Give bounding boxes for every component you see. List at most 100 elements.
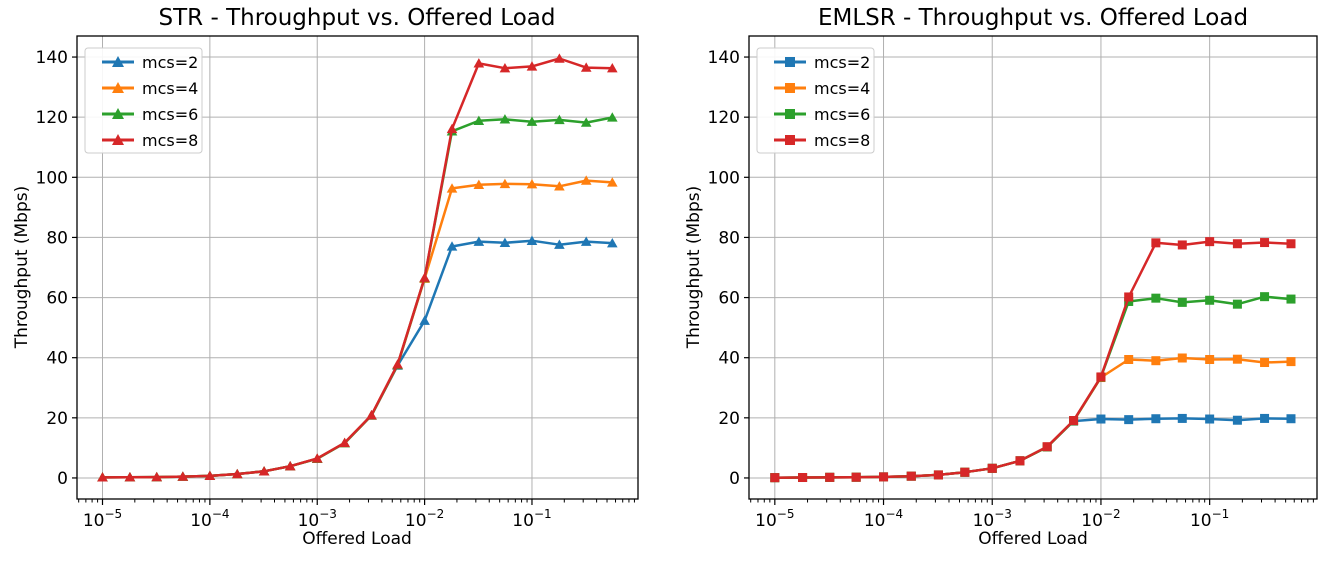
marker-triangle-mcs-2 — [607, 237, 618, 248]
legend: mcs=2 mcs=4 mcs=6 mcs=8 — [756, 47, 875, 154]
legend-label-mcs-2: mcs=2 — [814, 53, 870, 72]
marker-square-mcs-8 — [987, 463, 997, 473]
marker-square-mcs-8 — [1124, 292, 1134, 302]
marker-triangle-mcs-2 — [580, 236, 592, 246]
series-line-mcs-2 — [102, 239, 613, 479]
y-axis-label-emlsr: Throughput (Mbps) — [684, 185, 704, 349]
legend-square-icon — [785, 135, 795, 145]
marker-triangle-mcs-8 — [366, 409, 377, 420]
marker-triangle-mcs-8 — [499, 62, 511, 73]
legend-label-mcs-4: mcs=4 — [814, 79, 870, 98]
series-line-mcs-4 — [102, 179, 613, 479]
marker-triangle-mcs-4 — [499, 178, 511, 189]
marker-square-mcs-8 — [1205, 237, 1215, 247]
marker-square-mcs-4 — [1260, 358, 1270, 368]
axes-frame — [748, 35, 1318, 500]
marker-square-mcs-4 — [1151, 356, 1161, 366]
marker-triangle-mcs-8 — [446, 123, 458, 134]
x-tick-label: 10−3 — [973, 507, 1012, 531]
marker-square-mcs-8 — [1151, 238, 1161, 248]
y-tick-label: 140 — [36, 48, 68, 68]
marker-triangle-mcs-2 — [446, 241, 458, 251]
marker-square-mcs-2 — [1286, 414, 1296, 424]
x-axis-label-emlsr: Offered Load — [978, 529, 1088, 549]
marker-triangle-mcs-8 — [419, 272, 430, 282]
marker-square-mcs-8 — [770, 473, 780, 483]
legend-label-mcs-6: mcs=6 — [142, 105, 198, 124]
x-tick-label: 10−1 — [512, 507, 551, 531]
marker-triangle-mcs-4 — [446, 183, 458, 193]
marker-square-mcs-2 — [1151, 414, 1161, 424]
marker-square-mcs-2 — [1096, 414, 1106, 424]
y-tick-label: 20 — [718, 409, 740, 429]
y-tick-label: 120 — [36, 108, 68, 128]
marker-triangle-mcs-6 — [580, 117, 592, 127]
marker-triangle-mcs-4 — [580, 175, 592, 185]
marker-triangle-mcs-6 — [526, 116, 538, 126]
marker-triangle-mcs-2 — [554, 239, 565, 249]
marker-square-mcs-8 — [825, 472, 835, 482]
marker-square-mcs-8 — [1015, 456, 1025, 466]
marker-triangle-mcs-8 — [97, 472, 108, 482]
marker-triangle-mcs-2 — [526, 235, 538, 245]
marker-triangle-mcs-8 — [392, 359, 403, 369]
legend: mcs=2 mcs=4 mcs=6 mcs=8 — [84, 47, 203, 154]
x-tick-label: 10−3 — [298, 507, 337, 531]
marker-square-mcs-6 — [1124, 296, 1134, 306]
y-axis-label-str: Throughput (Mbps) — [12, 185, 32, 349]
marker-triangle-mcs-8 — [526, 61, 538, 71]
marker-square-mcs-8 — [933, 470, 943, 480]
marker-triangle-mcs-2 — [419, 315, 430, 325]
marker-triangle-mcs-4 — [607, 177, 618, 187]
marker-square-mcs-6 — [1232, 299, 1242, 309]
y-tick-label: 40 — [718, 349, 740, 369]
marker-triangle-mcs-6 — [499, 114, 511, 124]
series-line-mcs-2 — [774, 417, 1292, 479]
marker-triangle-mcs-8 — [177, 471, 189, 481]
chart-str: 0 20 40 60 80 100 120 140 10−5 10−4 10−3 10−2 10−1 mc… — [36, 35, 639, 531]
legend-item-mcs-4: mcs=4 — [102, 79, 198, 98]
y-tick-label: 80 — [46, 228, 68, 248]
legend-item-mcs-2: mcs=2 — [102, 53, 198, 72]
marker-triangle-mcs-2 — [499, 237, 511, 248]
y-tick-label: 20 — [46, 409, 68, 429]
marker-square-mcs-8 — [851, 472, 861, 482]
marker-square-mcs-2 — [1232, 415, 1242, 425]
marker-triangle-mcs-8 — [151, 471, 163, 482]
marker-triangle-mcs-8 — [607, 62, 618, 73]
legend-label-mcs-8: mcs=8 — [142, 131, 198, 150]
marker-square-mcs-6 — [1151, 293, 1161, 303]
marker-square-mcs-2 — [1124, 415, 1134, 425]
marker-square-mcs-8 — [1177, 240, 1187, 250]
marker-triangle-mcs-8 — [204, 470, 216, 481]
marker-square-mcs-8 — [1042, 442, 1052, 452]
legend-label-mcs-8: mcs=8 — [814, 131, 870, 150]
marker-square-mcs-4 — [1205, 354, 1215, 364]
x-tick-label: 10−5 — [83, 507, 122, 531]
x-tick-label: 10−2 — [1081, 507, 1120, 531]
marker-triangle-mcs-4 — [554, 181, 565, 191]
legend-label-mcs-2: mcs=2 — [142, 53, 198, 72]
marker-square-mcs-8 — [906, 471, 916, 481]
legend-triangle-icon — [112, 56, 124, 67]
legend-label-mcs-6: mcs=6 — [814, 105, 870, 124]
x-tick-label: 10−4 — [190, 507, 229, 531]
marker-square-mcs-8 — [1260, 238, 1270, 248]
legend-item-mcs-4: mcs=4 — [774, 79, 870, 98]
legend-item-mcs-8: mcs=8 — [102, 131, 198, 150]
series-line-mcs-6 — [774, 295, 1292, 479]
marker-square-mcs-8 — [798, 473, 808, 483]
marker-square-mcs-4 — [1286, 357, 1296, 367]
marker-square-mcs-6 — [1260, 292, 1270, 302]
marker-triangle-mcs-2 — [473, 236, 485, 246]
chart-title-emlsr: EMLSR - Throughput vs. Offered Load — [817, 5, 1249, 31]
legend-item-mcs-6: mcs=6 — [102, 105, 198, 124]
marker-square-mcs-8 — [1232, 239, 1242, 249]
legend-triangle-icon — [112, 108, 124, 119]
y-tick-label: 60 — [718, 289, 740, 309]
marker-square-mcs-8 — [1286, 239, 1296, 249]
y-tick-label: 140 — [708, 48, 740, 68]
marker-square-mcs-8 — [1096, 372, 1106, 382]
legend-item-mcs-6: mcs=6 — [774, 105, 870, 124]
